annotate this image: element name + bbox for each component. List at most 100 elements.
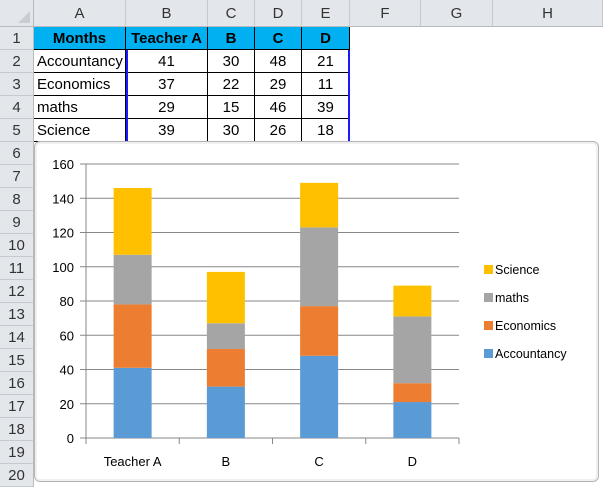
row-header-14[interactable]: 14 — [0, 326, 34, 349]
row-header-15[interactable]: 15 — [0, 349, 34, 372]
cell-e3[interactable]: 11 — [302, 73, 350, 96]
column-header-b[interactable]: B — [126, 0, 208, 27]
legend-swatch-economics — [484, 321, 493, 330]
bar-segment-science[interactable] — [393, 285, 432, 317]
row-header-18[interactable]: 18 — [0, 418, 34, 441]
column-header-e[interactable]: E — [302, 0, 350, 27]
cell-c2[interactable]: 30 — [208, 50, 255, 73]
cell-e5[interactable]: 18 — [302, 119, 350, 142]
bar-segment-accountancy[interactable] — [393, 402, 432, 438]
cell-b5[interactable]: 39 — [126, 119, 208, 142]
row-header-16[interactable]: 16 — [0, 372, 34, 395]
bar-segment-accountancy[interactable] — [206, 386, 245, 438]
x-category-label: Teacher A — [104, 454, 162, 469]
column-header-a[interactable]: A — [34, 0, 126, 27]
column-header-g[interactable]: G — [421, 0, 493, 27]
row-header-10[interactable]: 10 — [0, 234, 34, 257]
column-header-c[interactable]: C — [208, 0, 255, 27]
bar-segment-science[interactable] — [206, 271, 245, 324]
column-header-h[interactable]: H — [493, 0, 603, 27]
bar-segment-maths[interactable] — [300, 227, 339, 307]
legend-label-economics: Economics — [495, 319, 556, 333]
row-header-9[interactable]: 9 — [0, 211, 34, 234]
bar-segment-maths[interactable] — [206, 323, 245, 349]
legend-swatch-science — [484, 265, 493, 274]
row-header-6[interactable]: 6 — [0, 142, 34, 165]
y-tick-label: 60 — [60, 328, 74, 343]
cell-b4[interactable]: 29 — [126, 96, 208, 119]
y-tick-label: 40 — [60, 363, 74, 378]
legend-label-accountancy: Accountancy — [495, 347, 567, 361]
column-header-f[interactable]: F — [350, 0, 421, 27]
cell-d4[interactable]: 46 — [255, 96, 302, 119]
select-all-corner[interactable] — [0, 0, 34, 27]
selection-range-border — [126, 50, 128, 142]
legend-label-science: Science — [495, 263, 540, 277]
cell-c5[interactable]: 30 — [208, 119, 255, 142]
cell-a1[interactable]: Months — [34, 27, 126, 50]
selection-range-border — [348, 50, 350, 142]
cell-a3[interactable]: Economics — [34, 73, 126, 96]
chart-canvas: 0 20 40 60 80 100 120 140 160 Teacher A B C D Science… — [52, 157, 567, 469]
cell-e2[interactable]: 21 — [302, 50, 350, 73]
row-header-17[interactable]: 17 — [0, 395, 34, 418]
bar-stack-teacher-a[interactable] — [113, 187, 152, 438]
row-header-7[interactable]: 7 — [0, 165, 34, 188]
row-header-20[interactable]: 20 — [0, 464, 34, 487]
cell-a2[interactable]: Accountancy — [34, 50, 126, 73]
stacked-column-chart[interactable]: 0 20 40 60 80 100 120 140 160 Teacher A B C D Science… — [34, 141, 599, 482]
row-header-12[interactable]: 12 — [0, 280, 34, 303]
y-tick-label: 140 — [52, 191, 74, 206]
bar-segment-science[interactable] — [113, 187, 152, 255]
bar-segment-economics[interactable] — [393, 383, 432, 403]
bar-segment-accountancy[interactable] — [300, 355, 339, 438]
bar-stack-c[interactable] — [300, 182, 339, 438]
legend-swatch-maths — [484, 293, 493, 302]
cell-d1[interactable]: C — [255, 27, 302, 50]
row-header-4[interactable]: 4 — [0, 96, 34, 119]
cell-d3[interactable]: 29 — [255, 73, 302, 96]
cell-e4[interactable]: 39 — [302, 96, 350, 119]
cell-b1[interactable]: Teacher A — [126, 27, 208, 50]
y-tick-label: 160 — [52, 157, 74, 172]
y-tick-label: 80 — [60, 294, 74, 309]
bar-segment-economics[interactable] — [206, 348, 245, 387]
row-header-3[interactable]: 3 — [0, 73, 34, 96]
y-tick-label: 20 — [60, 397, 74, 412]
x-category-label: B — [222, 454, 231, 469]
row-header-13[interactable]: 13 — [0, 303, 34, 326]
x-category-label: C — [314, 454, 323, 469]
cell-c4[interactable]: 15 — [208, 96, 255, 119]
chart-legend[interactable]: Science maths Economics Accountancy — [484, 263, 567, 361]
cell-d2[interactable]: 48 — [255, 50, 302, 73]
bar-segment-science[interactable] — [300, 182, 339, 228]
cell-d5[interactable]: 26 — [255, 119, 302, 142]
row-header-8[interactable]: 8 — [0, 188, 34, 211]
bar-segment-maths[interactable] — [393, 316, 432, 384]
bar-segment-economics[interactable] — [300, 306, 339, 356]
row-header-19[interactable]: 19 — [0, 441, 34, 464]
y-tick-label: 100 — [52, 260, 74, 275]
cell-e1[interactable]: D — [302, 27, 350, 50]
row-header-5[interactable]: 5 — [0, 119, 34, 142]
bar-stack-b[interactable] — [206, 271, 245, 438]
bar-segment-maths[interactable] — [113, 254, 152, 305]
y-tick-label: 0 — [67, 431, 74, 446]
bar-segment-accountancy[interactable] — [113, 367, 152, 438]
row-header-1[interactable]: 1 — [0, 27, 34, 50]
y-tick-label: 120 — [52, 226, 74, 241]
legend-swatch-accountancy — [484, 349, 493, 358]
bar-segment-economics[interactable] — [113, 304, 152, 368]
cell-a5[interactable]: Science — [34, 119, 126, 142]
cell-b3[interactable]: 37 — [126, 73, 208, 96]
x-category-label: D — [408, 454, 417, 469]
cell-c1[interactable]: B — [208, 27, 255, 50]
cell-c3[interactable]: 22 — [208, 73, 255, 96]
bar-stack-d[interactable] — [393, 285, 432, 438]
cell-a4[interactable]: maths — [34, 96, 126, 119]
cell-b2[interactable]: 41 — [126, 50, 208, 73]
column-header-d[interactable]: D — [255, 0, 302, 27]
row-header-11[interactable]: 11 — [0, 257, 34, 280]
row-header-2[interactable]: 2 — [0, 50, 34, 73]
